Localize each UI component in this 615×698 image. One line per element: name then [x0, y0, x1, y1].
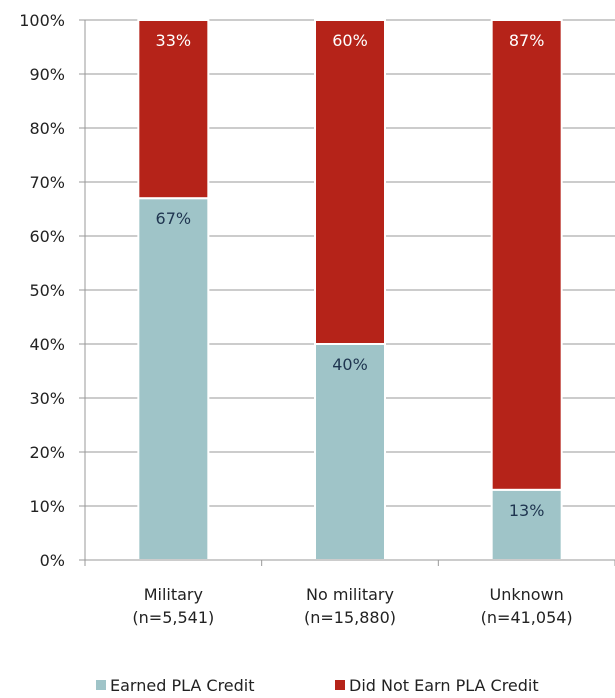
legend-swatch — [335, 680, 345, 690]
y-tick-label: 40% — [29, 335, 65, 354]
data-label: 60% — [332, 31, 368, 50]
category-count-label: (n=41,054) — [481, 608, 573, 627]
bars: 67% 33% 40% 60% 13% 87% — [137, 19, 563, 561]
category-label: Military — [144, 585, 203, 604]
bar-segment — [490, 488, 563, 561]
category-label: No military — [306, 585, 394, 604]
legend: Earned PLA Credit Did Not Earn PLA Credit — [96, 676, 539, 695]
data-label: 87% — [509, 31, 545, 50]
y-tick-label: 50% — [29, 281, 65, 300]
y-tick-label: 90% — [29, 65, 65, 84]
y-tick-label: 20% — [29, 443, 65, 462]
y-tick-label: 80% — [29, 119, 65, 138]
bar-segment — [314, 343, 386, 561]
data-label: 13% — [509, 501, 545, 520]
data-label: 67% — [156, 209, 192, 228]
y-tick-label: 60% — [29, 227, 65, 246]
y-tick-label: 10% — [29, 497, 65, 516]
y-tick-label: 100% — [19, 11, 65, 30]
legend-label: Earned PLA Credit — [110, 676, 255, 695]
legend-label: Did Not Earn PLA Credit — [349, 676, 539, 695]
bar-segment — [490, 19, 563, 491]
y-tick-label: 70% — [29, 173, 65, 192]
legend-swatch — [96, 680, 106, 690]
y-axis-ticks: 0% 10% 20% 30% 40% 50% 60% 70% 80% 90% 100% — [19, 11, 86, 570]
x-axis: Military (n=5,541) No military (n=15,880) Un… — [84, 559, 615, 627]
bar-segment — [137, 19, 210, 200]
data-label: 33% — [156, 31, 192, 50]
bar-segment — [137, 197, 210, 561]
data-label: 40% — [332, 355, 368, 374]
category-count-label: (n=15,880) — [304, 608, 396, 627]
category-count-label: (n=5,541) — [132, 608, 214, 627]
y-tick-label: 0% — [40, 551, 65, 570]
bar-segment — [314, 19, 386, 345]
category-label: Unknown — [490, 585, 564, 604]
y-tick-label: 30% — [29, 389, 65, 408]
